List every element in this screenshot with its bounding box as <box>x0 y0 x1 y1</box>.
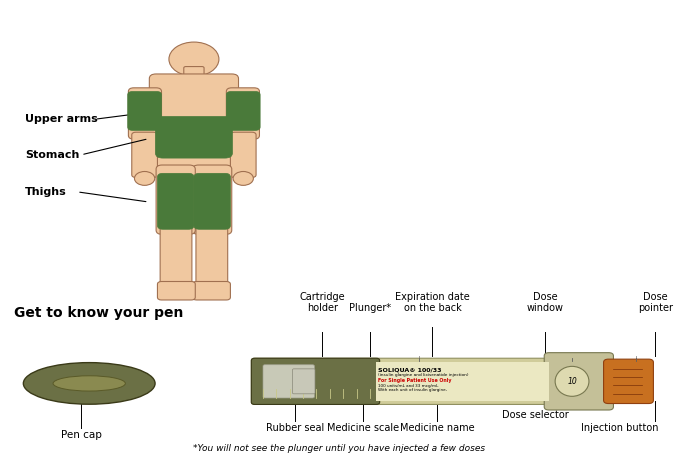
FancyBboxPatch shape <box>158 281 196 300</box>
Text: Medicine scale: Medicine scale <box>327 423 399 433</box>
FancyBboxPatch shape <box>193 165 232 234</box>
FancyBboxPatch shape <box>158 173 194 229</box>
Text: With each unit of insulin glargine,: With each unit of insulin glargine, <box>378 388 447 392</box>
FancyBboxPatch shape <box>196 226 227 289</box>
Text: *You will not see the plunger until you have injected a few doses: *You will not see the plunger until you … <box>193 445 485 453</box>
Ellipse shape <box>53 376 126 391</box>
Text: For Single Patient Use Only: For Single Patient Use Only <box>378 378 452 383</box>
Ellipse shape <box>23 363 155 404</box>
FancyBboxPatch shape <box>193 281 230 300</box>
Text: Cartridge
holder: Cartridge holder <box>299 292 345 313</box>
Circle shape <box>134 172 155 186</box>
FancyBboxPatch shape <box>155 116 232 158</box>
FancyBboxPatch shape <box>251 358 380 405</box>
FancyBboxPatch shape <box>375 362 549 401</box>
FancyBboxPatch shape <box>194 173 230 229</box>
Text: 10: 10 <box>567 377 577 386</box>
Text: SOLIQUA® 100/33: SOLIQUA® 100/33 <box>378 367 442 372</box>
FancyBboxPatch shape <box>160 226 192 289</box>
Text: Dose
pointer: Dose pointer <box>638 292 673 313</box>
Text: Pen cap: Pen cap <box>60 430 102 440</box>
FancyBboxPatch shape <box>230 132 256 178</box>
Text: Dose selector: Dose selector <box>502 410 569 419</box>
FancyBboxPatch shape <box>604 359 653 404</box>
FancyBboxPatch shape <box>226 92 260 130</box>
Circle shape <box>169 42 219 76</box>
Text: Medicine name: Medicine name <box>400 423 475 433</box>
FancyBboxPatch shape <box>156 165 196 234</box>
FancyBboxPatch shape <box>251 358 553 405</box>
Ellipse shape <box>555 366 589 396</box>
FancyBboxPatch shape <box>132 132 158 178</box>
Text: (insulin glargine and lixisenatide injection): (insulin glargine and lixisenatide injec… <box>378 373 469 377</box>
FancyBboxPatch shape <box>128 88 162 139</box>
FancyBboxPatch shape <box>293 369 315 394</box>
Text: Upper arms: Upper arms <box>25 114 98 124</box>
FancyBboxPatch shape <box>151 144 236 177</box>
FancyBboxPatch shape <box>149 74 238 156</box>
FancyBboxPatch shape <box>184 66 204 80</box>
Text: Injection button: Injection button <box>581 423 658 433</box>
Text: Dose
window: Dose window <box>527 292 564 313</box>
FancyBboxPatch shape <box>128 92 162 130</box>
Text: Stomach: Stomach <box>25 150 79 160</box>
Text: Get to know your pen: Get to know your pen <box>14 306 183 320</box>
FancyBboxPatch shape <box>263 365 314 398</box>
Text: 100 units/mL and 33 mcg/mL: 100 units/mL and 33 mcg/mL <box>378 384 439 388</box>
Text: Rubber seal: Rubber seal <box>266 423 325 433</box>
Text: Plunger*: Plunger* <box>348 303 390 313</box>
Circle shape <box>233 172 253 186</box>
Text: Thighs: Thighs <box>25 187 67 197</box>
FancyBboxPatch shape <box>545 352 613 410</box>
FancyBboxPatch shape <box>226 88 259 139</box>
Text: Expiration date
on the back: Expiration date on the back <box>395 292 470 313</box>
